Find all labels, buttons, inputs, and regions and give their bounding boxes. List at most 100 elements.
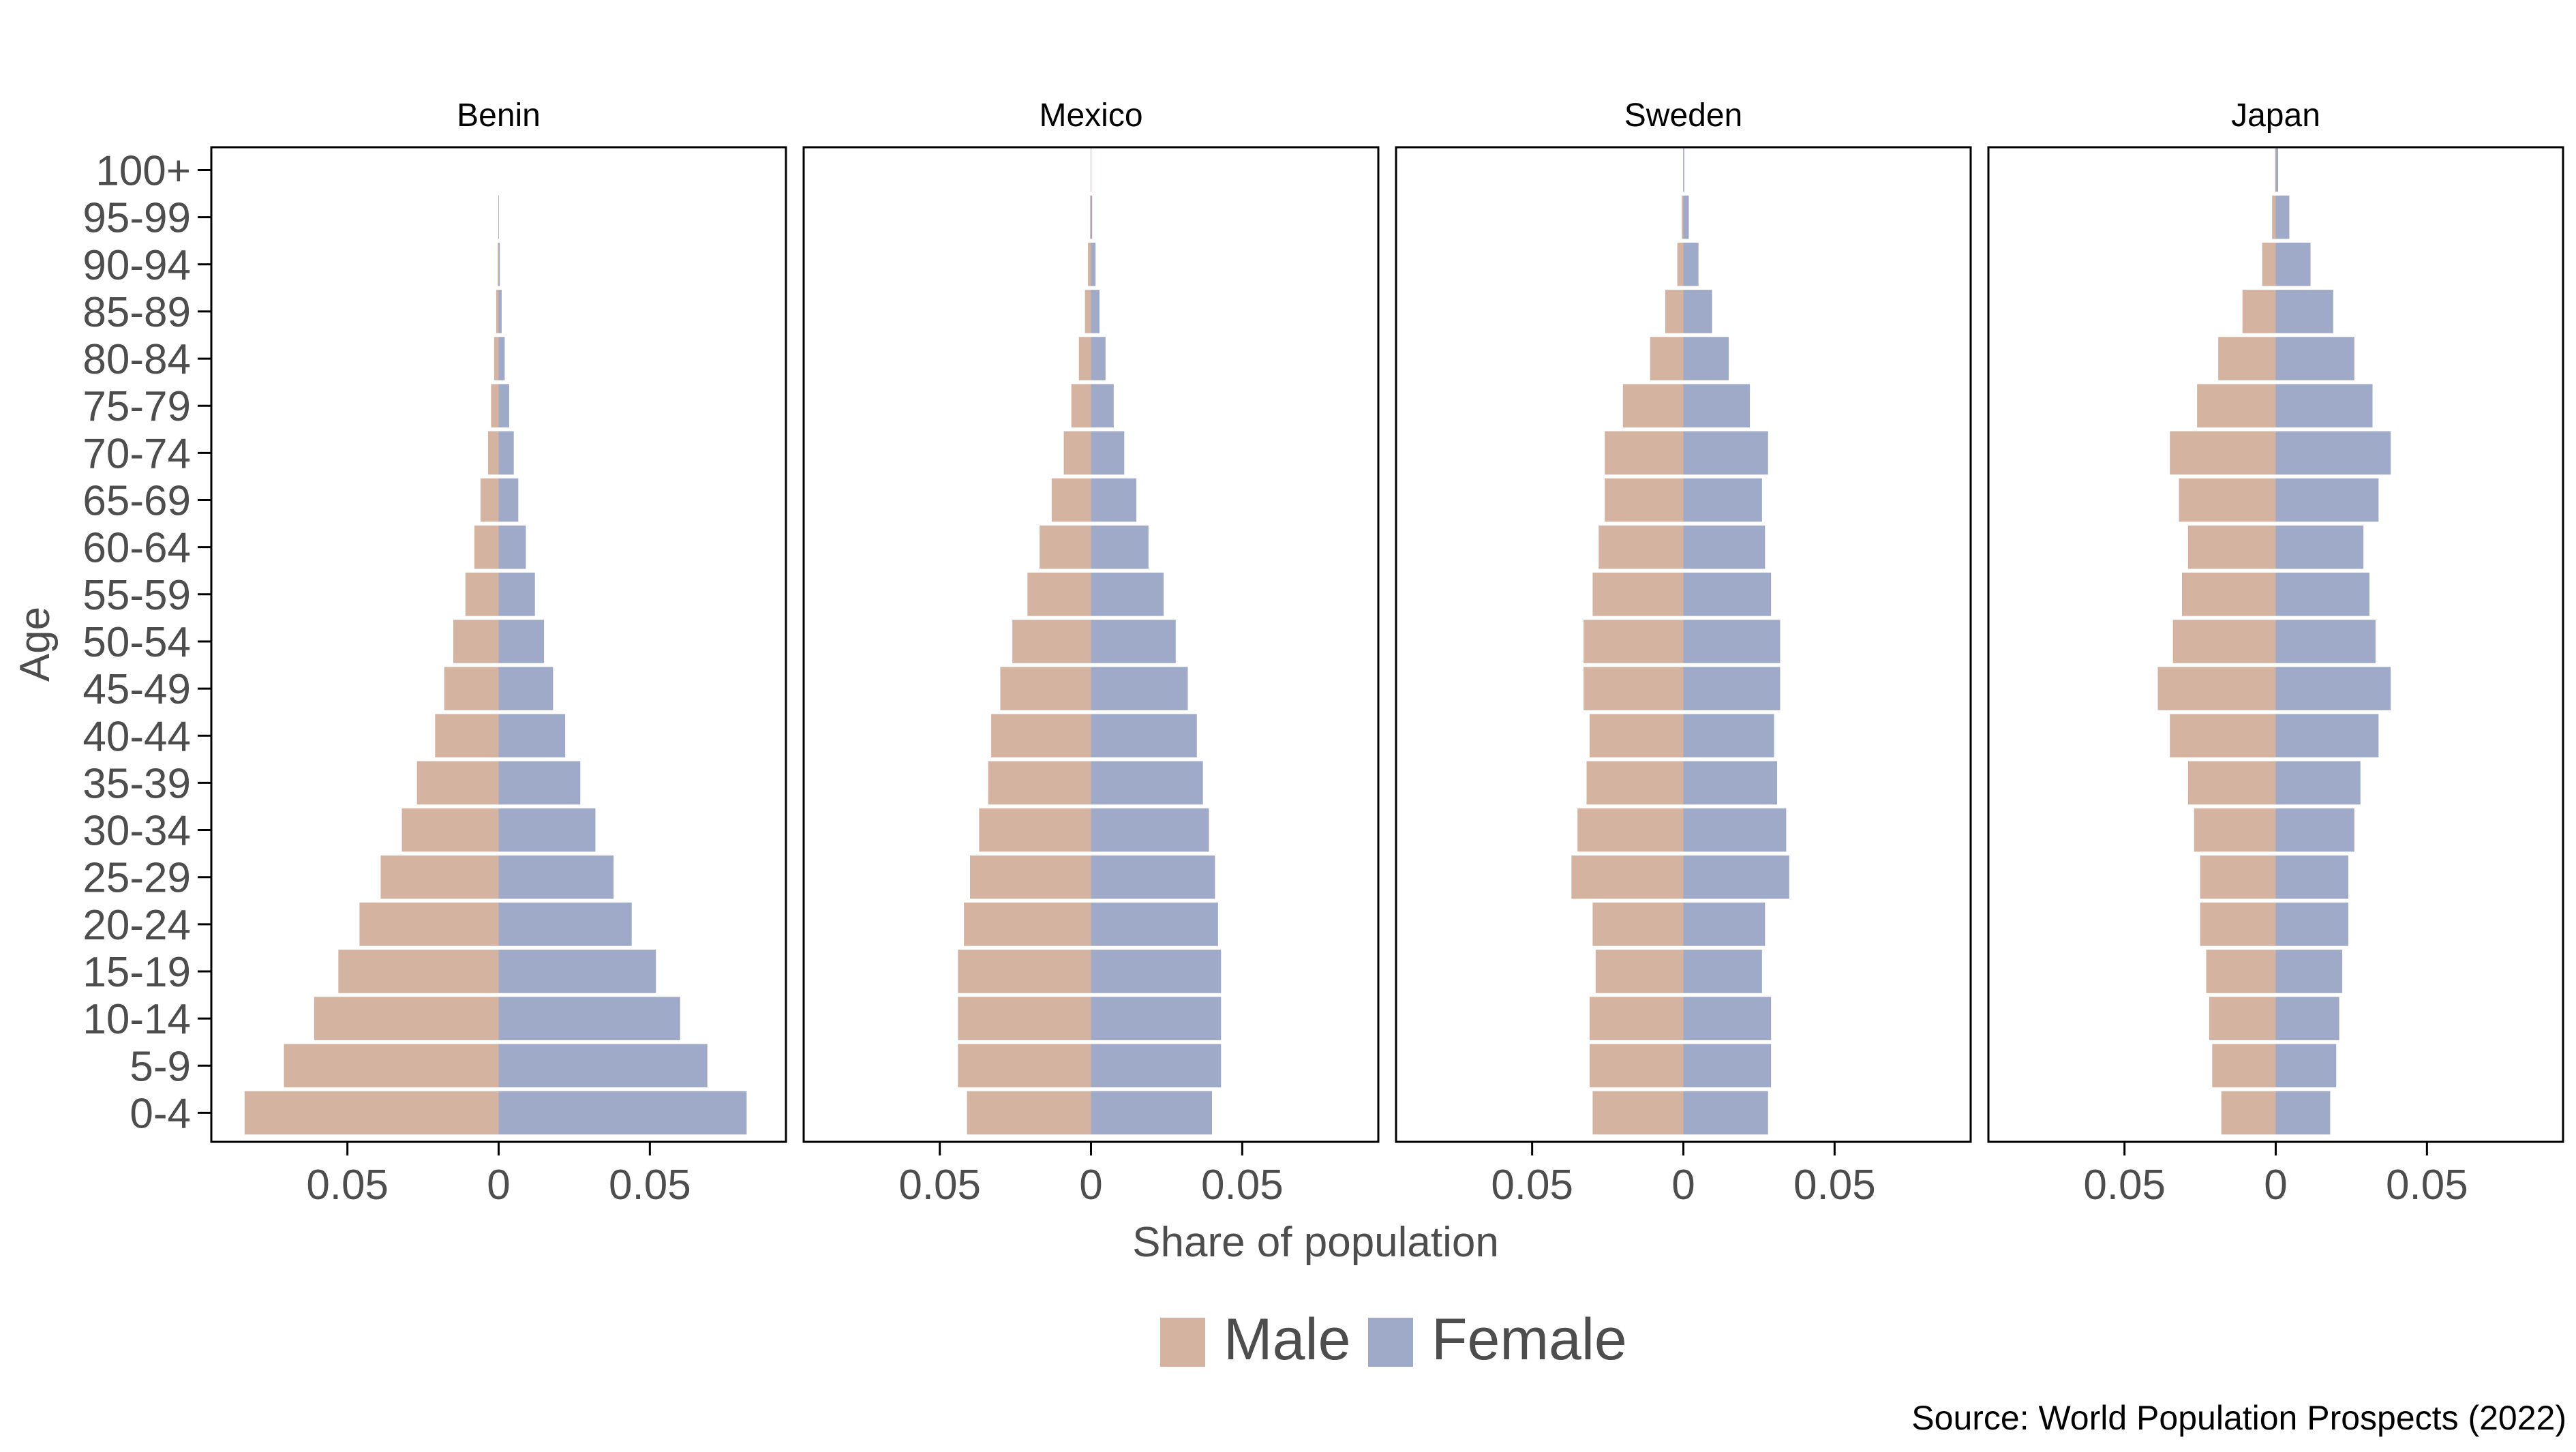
male-bar bbox=[1079, 337, 1091, 380]
female-bar bbox=[499, 432, 514, 475]
male-bar bbox=[380, 856, 498, 899]
male-bar bbox=[2197, 384, 2275, 427]
x-tick-label: 0 bbox=[1079, 1162, 1102, 1209]
female-bar bbox=[1091, 573, 1164, 616]
female-bar bbox=[499, 337, 505, 380]
y-tick-label: 0-4 bbox=[130, 1090, 191, 1137]
male-bar bbox=[245, 1091, 499, 1135]
female-bar bbox=[2276, 149, 2279, 192]
female-bar bbox=[1091, 714, 1197, 757]
female-bar bbox=[1091, 997, 1222, 1040]
female-bar bbox=[1684, 667, 1781, 710]
y-tick-label: 80-84 bbox=[82, 336, 191, 383]
male-bar bbox=[444, 667, 499, 710]
male-bar bbox=[1598, 526, 1683, 569]
female-bar bbox=[1684, 290, 1712, 333]
female-bar bbox=[1091, 856, 1215, 899]
panel-title: Japan bbox=[2231, 97, 2320, 134]
female-bar bbox=[1684, 714, 1774, 757]
male-bar bbox=[1592, 573, 1683, 616]
male-bar bbox=[402, 808, 499, 852]
female-bar bbox=[1684, 620, 1781, 663]
male-bar bbox=[958, 1044, 1091, 1087]
male-bar bbox=[1584, 620, 1683, 663]
y-tick-label: 35-39 bbox=[82, 760, 191, 807]
y-tick-label: 5-9 bbox=[130, 1043, 191, 1090]
male-bar bbox=[2218, 337, 2275, 380]
female-bar bbox=[1091, 479, 1137, 522]
y-tick-label: 55-59 bbox=[82, 572, 191, 619]
x-tick-label: 0.05 bbox=[1201, 1162, 1284, 1209]
female-bar bbox=[499, 1091, 747, 1135]
female-bar bbox=[1091, 337, 1106, 380]
female-bar bbox=[2276, 243, 2311, 286]
female-bar bbox=[2276, 384, 2373, 427]
male-bar bbox=[979, 808, 1091, 852]
x-tick-label: 0.05 bbox=[1793, 1162, 1876, 1209]
female-bar bbox=[1684, 337, 1729, 380]
x-tick-label: 0 bbox=[1671, 1162, 1695, 1209]
male-bar bbox=[2222, 1091, 2276, 1135]
x-tick-label: 0.05 bbox=[2083, 1162, 2166, 1209]
male-bar bbox=[1592, 1091, 1683, 1135]
y-tick-label: 90-94 bbox=[82, 242, 191, 289]
male-bar bbox=[2200, 903, 2276, 946]
y-tick-label: 20-24 bbox=[82, 902, 191, 949]
male-bar bbox=[967, 1091, 1091, 1135]
y-tick-label: 75-79 bbox=[82, 383, 191, 430]
male-bar bbox=[2188, 761, 2276, 805]
male-bar bbox=[1678, 243, 1684, 286]
female-bar bbox=[1091, 903, 1218, 946]
male-bar bbox=[958, 950, 1091, 993]
x-axis-title: Share of population bbox=[1132, 1219, 1499, 1266]
x-tick-label: 0.05 bbox=[2386, 1162, 2468, 1209]
y-tick-label: 70-74 bbox=[82, 430, 191, 477]
male-bar bbox=[2275, 149, 2276, 192]
male-bar bbox=[964, 903, 1091, 946]
male-bar bbox=[491, 384, 498, 427]
female-bar bbox=[1684, 761, 1778, 805]
female-bar bbox=[499, 526, 526, 569]
male-bar bbox=[2173, 620, 2276, 663]
female-bar bbox=[2276, 620, 2376, 663]
male-bar bbox=[1090, 196, 1091, 239]
male-bar bbox=[314, 997, 499, 1040]
male-bar bbox=[1605, 432, 1683, 475]
male-bar bbox=[1584, 667, 1683, 710]
panel-title: Mexico bbox=[1039, 97, 1142, 134]
male-bar bbox=[1592, 903, 1683, 946]
female-bar bbox=[1091, 1044, 1222, 1087]
y-tick-label: 45-49 bbox=[82, 666, 191, 713]
x-tick-label: 0.05 bbox=[1491, 1162, 1573, 1209]
female-bar bbox=[1091, 808, 1209, 852]
y-axis-title: Age bbox=[12, 607, 59, 682]
female-bar bbox=[499, 290, 502, 333]
female-bar bbox=[2276, 432, 2391, 475]
male-bar bbox=[2209, 997, 2276, 1040]
female-bar bbox=[1684, 997, 1772, 1040]
male-bar bbox=[1012, 620, 1091, 663]
female-bar bbox=[1684, 479, 1762, 522]
female-bar bbox=[1684, 243, 1699, 286]
female-bar bbox=[2276, 667, 2391, 710]
male-bar bbox=[2206, 950, 2275, 993]
male-bar bbox=[2170, 432, 2275, 475]
female-bar bbox=[499, 950, 656, 993]
female-bar bbox=[1091, 526, 1149, 569]
male-bar bbox=[466, 573, 499, 616]
legend-male-swatch bbox=[1160, 1318, 1205, 1367]
female-bar bbox=[2276, 761, 2361, 805]
y-tick-label: 40-44 bbox=[82, 713, 191, 760]
female-bar bbox=[1091, 196, 1093, 239]
female-bar bbox=[1684, 1044, 1772, 1087]
female-bar bbox=[2276, 290, 2333, 333]
male-bar bbox=[1605, 479, 1683, 522]
panel-title: Sweden bbox=[1624, 97, 1742, 134]
male-bar bbox=[338, 950, 498, 993]
male-bar bbox=[2194, 808, 2276, 852]
female-bar bbox=[2276, 479, 2379, 522]
y-tick-label: 25-29 bbox=[82, 855, 191, 902]
male-bar bbox=[2182, 573, 2276, 616]
